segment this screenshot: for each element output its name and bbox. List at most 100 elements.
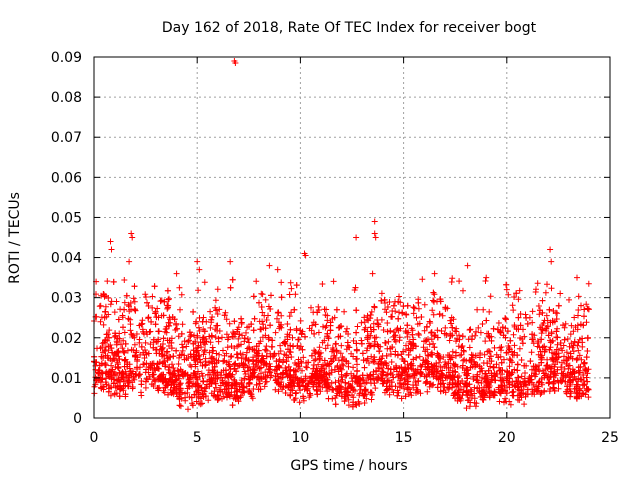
data-point [364, 336, 371, 343]
data-point [481, 392, 488, 399]
data-point [124, 363, 131, 370]
data-point [506, 345, 513, 351]
data-point [395, 315, 402, 322]
data-point [478, 380, 485, 386]
data-point [178, 291, 185, 298]
data-point [417, 362, 424, 369]
data-point [267, 306, 274, 312]
data-point [422, 380, 429, 387]
data-point [383, 387, 390, 394]
data-point [359, 350, 366, 357]
data-point [567, 393, 574, 400]
data-point [392, 308, 399, 315]
data-point [285, 346, 291, 353]
data-point [384, 304, 391, 310]
data-point [101, 293, 108, 300]
data-point [176, 284, 183, 291]
data-point [529, 308, 536, 315]
data-point [503, 286, 510, 293]
data-point [545, 332, 552, 339]
data-point [165, 296, 172, 303]
data-point [421, 327, 428, 334]
data-point [287, 392, 294, 399]
data-point [153, 314, 160, 321]
data-point [564, 383, 571, 390]
data-point [234, 354, 241, 361]
data-point [459, 343, 466, 349]
data-point [213, 322, 220, 329]
data-point [281, 340, 288, 347]
data-point [257, 326, 264, 333]
data-point [173, 270, 180, 277]
data-point [169, 371, 176, 378]
data-point [497, 390, 504, 397]
data-point [562, 320, 569, 327]
data-point [392, 348, 399, 355]
data-point [486, 334, 493, 341]
data-point [440, 387, 447, 394]
data-point [537, 348, 544, 355]
data-point [143, 294, 149, 300]
data-point [456, 278, 463, 285]
data-point [249, 346, 256, 353]
data-point [304, 364, 310, 371]
data-point [537, 391, 544, 398]
data-point [495, 320, 502, 326]
data-point [278, 321, 285, 328]
data-point [277, 342, 284, 349]
data-point [121, 349, 128, 356]
data-point [193, 374, 200, 381]
data-point [262, 296, 269, 303]
data-point [555, 385, 562, 392]
data-point [354, 323, 361, 330]
data-point [497, 367, 504, 374]
data-point [222, 367, 229, 374]
data-point [299, 378, 306, 385]
data-point [260, 321, 267, 328]
data-point [253, 381, 260, 388]
data-point [234, 363, 241, 370]
data-point [103, 375, 110, 382]
data-point [287, 366, 294, 373]
data-point [259, 318, 266, 325]
data-point [166, 364, 173, 371]
data-point [199, 391, 206, 398]
data-point [97, 302, 104, 309]
data-point [464, 262, 471, 269]
data-point [333, 348, 340, 355]
data-point [466, 357, 473, 364]
data-point [312, 374, 319, 381]
data-point [195, 324, 202, 331]
data-point [181, 370, 188, 377]
data-point [506, 363, 513, 370]
data-point [361, 393, 368, 399]
data-point [421, 338, 427, 345]
data-point [164, 348, 171, 355]
data-point [379, 377, 386, 384]
data-point [196, 328, 203, 334]
data-point [439, 367, 446, 374]
data-point [359, 372, 366, 379]
data-point [154, 305, 161, 312]
data-point [584, 334, 591, 341]
data-point [370, 326, 377, 333]
data-point [538, 376, 545, 382]
data-point [138, 381, 145, 388]
data-point [521, 375, 528, 382]
data-point [431, 344, 438, 351]
data-point [585, 394, 592, 401]
data-point [272, 386, 279, 393]
data-point [477, 329, 484, 336]
data-point [361, 319, 368, 326]
data-point [412, 367, 419, 374]
data-point [207, 339, 214, 346]
data-point [352, 284, 359, 291]
data-point [156, 350, 163, 357]
data-point [116, 393, 123, 400]
data-point [332, 401, 339, 408]
data-point [547, 368, 554, 375]
data-point [303, 363, 309, 370]
data-point [295, 360, 302, 367]
data-point [483, 384, 490, 391]
data-point [445, 386, 452, 392]
